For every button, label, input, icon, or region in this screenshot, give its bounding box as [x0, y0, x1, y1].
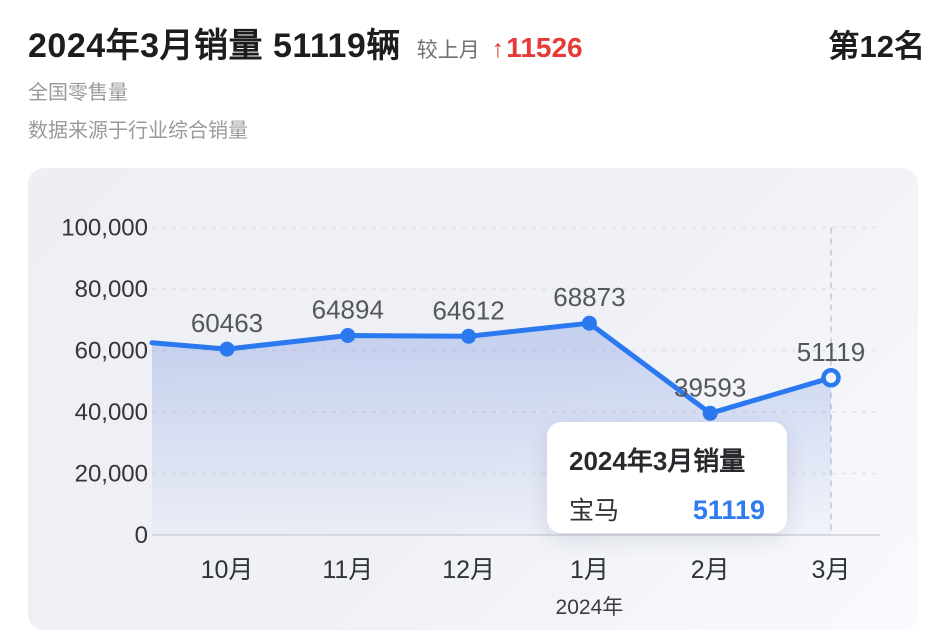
- point-label: 60463: [191, 308, 263, 338]
- sales-trend-chart[interactable]: 0 20,000 40,000 60,000 80,000 100,000 10月 11月 12…: [28, 168, 918, 630]
- data-point[interactable]: [581, 315, 597, 331]
- point-label: 39593: [674, 372, 746, 402]
- y-tick-label: 20,000: [75, 461, 148, 488]
- header: 2024年3月销量 51119辆 较上月 ↑ 11526 第12名: [28, 18, 925, 67]
- x-tick-label: 12月: [442, 556, 495, 584]
- chart-tooltip: 2024年3月销量 宝马 51119: [547, 422, 787, 533]
- x-tick-label: 10月: [201, 556, 254, 584]
- y-tick-label: 0: [135, 522, 148, 549]
- data-point[interactable]: [702, 405, 718, 421]
- x-axis-year-label: 2024年: [556, 596, 624, 619]
- point-label: 64894: [312, 295, 384, 325]
- x-tick-label: 1月: [570, 556, 609, 584]
- mom-value: 11526: [506, 32, 583, 63]
- data-point-selected[interactable]: [821, 368, 841, 388]
- tooltip-value: 51119: [692, 495, 765, 525]
- chart-canvas[interactable]: 0 20,000 40,000 60,000 80,000 100,000 10月 11月 12…: [28, 168, 918, 630]
- y-tick-label: 80,000: [75, 276, 148, 303]
- point-label: 68873: [553, 282, 625, 312]
- y-tick-label: 100,000: [61, 215, 148, 242]
- point-label: 51119: [797, 337, 865, 367]
- x-tick-label: 3月: [812, 556, 851, 584]
- up-arrow-icon: ↑: [491, 35, 505, 63]
- mom-delta: ↑ 11526: [492, 32, 583, 64]
- tooltip-series-name: 宝马: [569, 497, 620, 525]
- tooltip-row: 宝马 51119: [569, 491, 765, 527]
- y-tick-label: 60,000: [75, 338, 148, 365]
- x-tick-label: 2月: [691, 556, 730, 584]
- mom-label: 较上月: [416, 39, 480, 62]
- point-label: 64612: [432, 295, 504, 325]
- rank-badge: 第12名: [828, 29, 925, 64]
- data-point[interactable]: [461, 328, 477, 344]
- tooltip-title: 2024年3月销量: [569, 446, 746, 476]
- data-point[interactable]: [219, 341, 235, 357]
- y-tick-label: 40,000: [75, 399, 148, 426]
- data-point[interactable]: [340, 328, 356, 343]
- source-note: 数据来源于行业综合销量: [28, 120, 248, 142]
- page-title: 2024年3月销量 51119辆: [28, 27, 401, 65]
- scope-note: 全国零售量: [28, 82, 128, 104]
- x-tick-label: 11月: [322, 556, 373, 584]
